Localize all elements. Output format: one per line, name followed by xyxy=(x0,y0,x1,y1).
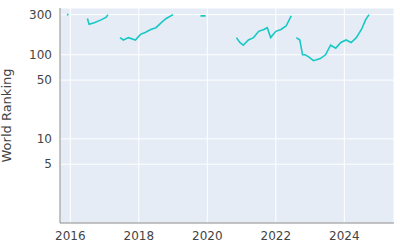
svg-text:300: 300 xyxy=(29,8,52,22)
svg-text:10: 10 xyxy=(37,132,52,146)
svg-text:2024: 2024 xyxy=(329,229,360,243)
svg-text:100: 100 xyxy=(29,48,52,62)
svg-text:2022: 2022 xyxy=(261,229,292,243)
svg-text:2020: 2020 xyxy=(192,229,223,243)
svg-text:50: 50 xyxy=(37,73,52,87)
svg-text:5: 5 xyxy=(44,157,52,171)
svg-text:2016: 2016 xyxy=(55,229,86,243)
svg-text:World Ranking: World Ranking xyxy=(8,69,14,163)
svg-text:2018: 2018 xyxy=(124,229,155,243)
